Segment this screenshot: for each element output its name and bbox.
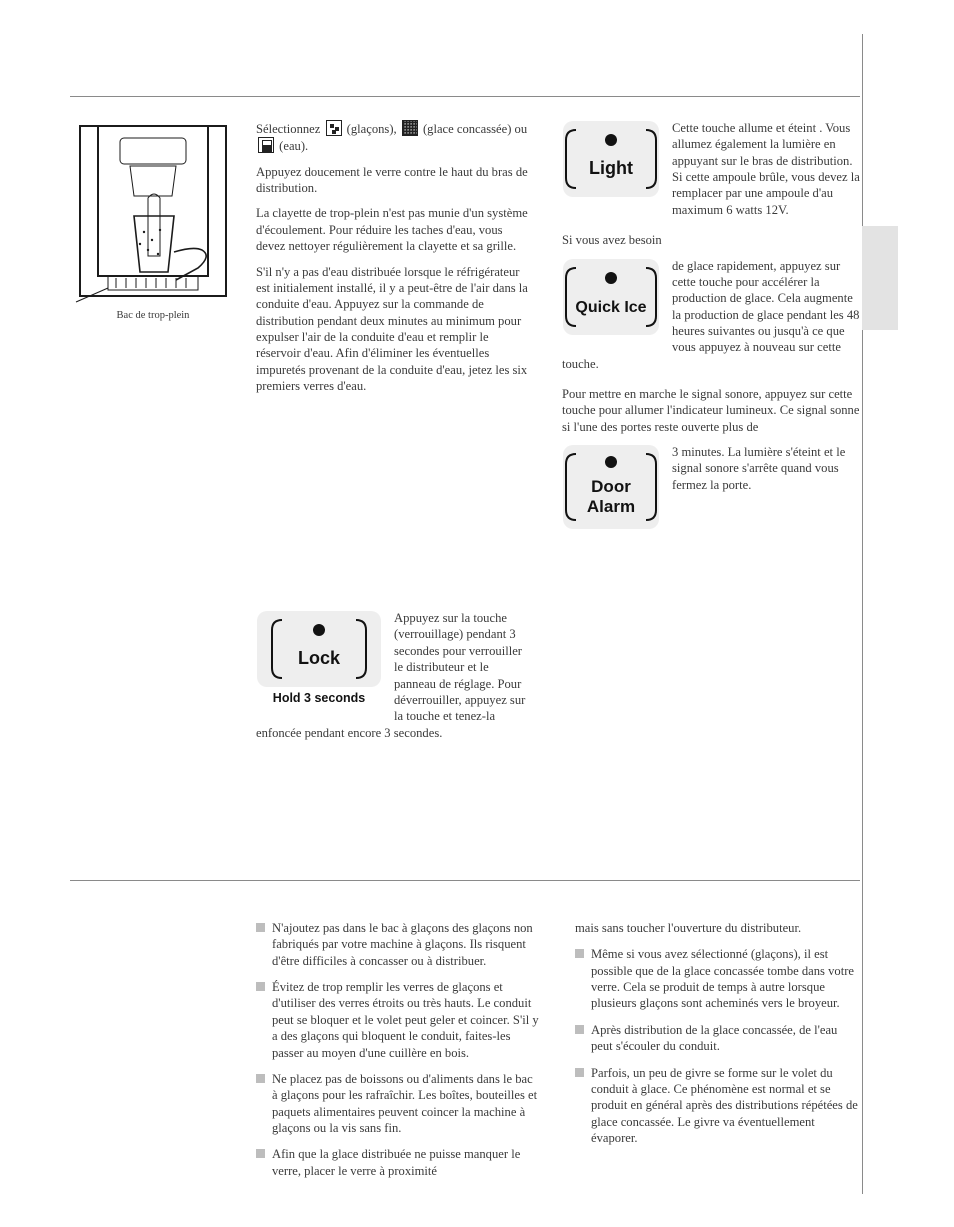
dispenser-figure: Bac de trop-plein [70, 120, 236, 321]
light-text: Cette touche allume et éteint . Vous all… [672, 121, 860, 217]
door-alarm-block: Door Alarm 3 minutes. La lumière s'étein… [562, 444, 860, 534]
figure-caption: Bac de trop-plein [70, 310, 236, 321]
svg-text:Quick Ice: Quick Ice [575, 299, 646, 316]
divider-middle [70, 880, 860, 881]
left-text-column: Sélectionnez (glaçons), (glace concassée… [256, 120, 528, 403]
section-notes: N'ajoutez pas dans le bac à glaçons des … [70, 920, 860, 1189]
light-button-icon: Light [562, 120, 660, 198]
notes-right-lead: mais sans toucher l'ouverture du distrib… [575, 920, 860, 936]
dispenser-illustration [70, 120, 236, 306]
quick-ice-button-icon: Quick Ice [562, 258, 660, 336]
door-alarm-text: 3 minutes. La lumière s'éteint et le sig… [672, 445, 845, 492]
svg-text:Alarm: Alarm [587, 497, 635, 516]
note-item: Afin que la glace distribuée ne puisse m… [256, 1146, 541, 1179]
note-item: Après distribution de la glace concassée… [575, 1022, 860, 1055]
svg-text:Door: Door [591, 477, 631, 496]
text: (glaçons), [347, 122, 400, 136]
note-item: Parfois, un peu de givre se forme sur le… [575, 1065, 860, 1147]
light-block: Light Cette touche allume et éteint . Vo… [562, 120, 860, 218]
cubed-ice-icon [326, 120, 342, 136]
text: (glace concassée) ou [423, 122, 527, 136]
para: La clayette de trop-plein n'est pas muni… [256, 205, 528, 254]
lock-block: Lock Hold 3 seconds Appuyez sur la touch… [256, 610, 528, 741]
note-item: Ne placez pas de boissons ou d'aliments … [256, 1071, 541, 1136]
notes-left-list: N'ajoutez pas dans le bac à glaçons des … [256, 920, 541, 1189]
select-line: Sélectionnez (glaçons), (glace concassée… [256, 120, 528, 155]
page: Bac de trop-plein Sélectionnez (glaçons)… [0, 0, 954, 1227]
para: Appuyez doucement le verre contre le hau… [256, 164, 528, 197]
note-item: N'ajoutez pas dans le bac à glaçons des … [256, 920, 541, 969]
right-text-column: Light Cette touche allume et éteint . Vo… [562, 120, 860, 534]
note-item: Évitez de trop remplir les verres de gla… [256, 979, 541, 1061]
divider-right-vertical [862, 34, 863, 1194]
svg-text:Lock: Lock [298, 648, 341, 668]
divider-top [70, 96, 860, 97]
notes-right-column: mais sans toucher l'ouverture du distrib… [575, 920, 860, 1189]
note-item: Même si vous avez sélectionné (glaçons),… [575, 946, 860, 1011]
quick-lead: Si vous avez besoin [562, 232, 860, 248]
para: S'il n'y a pas d'eau distribuée lorsque … [256, 264, 528, 395]
text: Sélectionnez [256, 122, 324, 136]
alarm-lead: Pour mettre en marche le signal sonore, … [562, 386, 860, 435]
section-dispenser: Bac de trop-plein Sélectionnez (glaçons)… [70, 120, 860, 741]
crushed-ice-icon [402, 120, 418, 136]
svg-text:Light: Light [589, 158, 633, 178]
water-icon [258, 137, 274, 153]
text: (eau). [279, 139, 308, 153]
quick-ice-block: Quick Ice de glace rapidement, appuyez s… [562, 258, 860, 373]
svg-text:Hold 3 seconds: Hold 3 seconds [273, 691, 365, 705]
lock-button-icon: Lock Hold 3 seconds [256, 610, 382, 710]
notes-right-list: Même si vous avez sélectionné (glaçons),… [575, 946, 860, 1146]
sidebar-tab [862, 226, 898, 330]
door-alarm-button-icon: Door Alarm [562, 444, 660, 530]
